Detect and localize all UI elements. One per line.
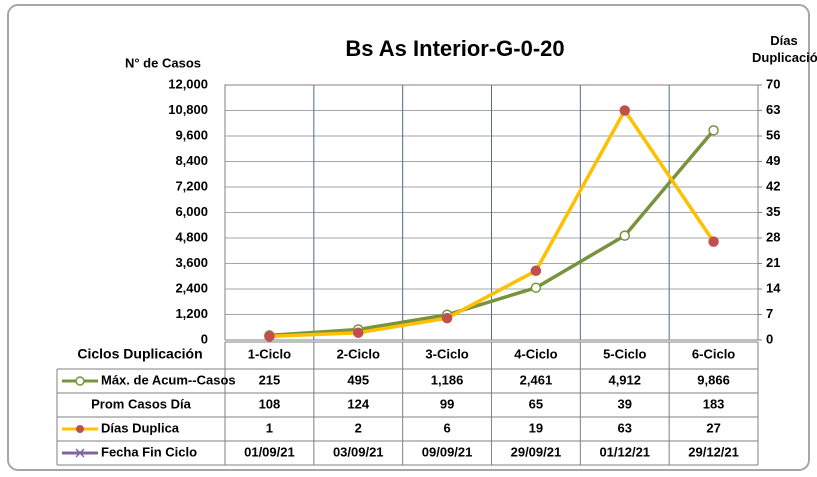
y-tick-label: 9,600: [175, 127, 208, 142]
table-cell: 09/09/21: [422, 444, 473, 459]
y-tick-label: 4,800: [175, 229, 208, 244]
y-tick-label: 6,000: [175, 204, 208, 219]
x-tick-label: 6-Ciclo: [692, 346, 735, 361]
legend-marker: [75, 448, 85, 458]
table-cell: 29/09/21: [511, 444, 562, 459]
table-cell: 01/09/21: [244, 444, 295, 459]
table-cell: 03/09/21: [333, 444, 384, 459]
plot-border: [224, 84, 759, 341]
legend-marker: [76, 425, 84, 433]
data-point: [530, 265, 542, 277]
legend-label: Máx. de Acum--Casos: [101, 372, 236, 387]
y2-tick-label: 14: [766, 280, 781, 295]
data-point: [353, 327, 364, 338]
data-point: [441, 312, 453, 324]
series-line: [269, 107, 716, 339]
y-tick-label: 8,400: [175, 153, 208, 168]
table-cell: 29/12/21: [688, 444, 739, 459]
x-tick-label: 3-Ciclo: [425, 346, 468, 361]
table-cell: 9,866: [697, 372, 730, 387]
y-tick-label: 7,200: [175, 178, 208, 193]
data-point: [708, 236, 719, 247]
y2-tick-label: 56: [766, 127, 780, 142]
table-cell: 183: [703, 396, 725, 411]
y2-tick-label: 63: [766, 102, 780, 117]
data-point: [619, 105, 630, 116]
y2-tick-label: 49: [766, 153, 780, 168]
y-tick-label: 2,400: [175, 280, 208, 295]
series-line: [269, 129, 715, 338]
table-cell: 215: [259, 372, 281, 387]
y-tick-label: 1,200: [175, 306, 208, 321]
table-cell: 27: [706, 420, 720, 435]
x-tick-label: 2-Ciclo: [337, 346, 380, 361]
table-label: Ciclos Duplicación: [77, 346, 202, 362]
x-tick-label: 5-Ciclo: [603, 346, 646, 361]
y-tick-label: 0: [201, 331, 208, 346]
table-cell: 19: [529, 420, 543, 435]
y2-tick-label: 21: [766, 255, 780, 270]
data-point: [708, 125, 719, 136]
data-point: [264, 331, 275, 342]
y2-tick-label: 70: [766, 76, 780, 91]
y-axis-label: N° de Casos: [125, 55, 201, 70]
table-cell: 2: [355, 420, 362, 435]
table-cell: 108: [259, 396, 281, 411]
data-point: [530, 282, 542, 293]
table-cell: 495: [347, 372, 369, 387]
data-point: [619, 230, 630, 241]
legend-label: Fecha Fin Ciclo: [101, 444, 197, 459]
y2-tick-label: 0: [766, 331, 773, 346]
y2-tick-label: 7: [766, 306, 773, 321]
table-cell: 6: [443, 420, 450, 435]
y2-tick-label: 35: [766, 204, 780, 219]
y2-tick-label: 28: [766, 229, 780, 244]
y2-tick-label: 42: [766, 178, 780, 193]
table-cell: 1,186: [431, 372, 464, 387]
y-tick-label: 10,800: [168, 102, 208, 117]
table-cell: 65: [529, 396, 543, 411]
row-label: Prom Casos Día: [91, 396, 191, 411]
x-tick-label: 1-Ciclo: [248, 346, 291, 361]
chart-title: Bs As Interior-G-0-20: [345, 36, 564, 61]
table-cell: 2,461: [520, 372, 553, 387]
table-cell: 01/12/21: [599, 444, 650, 459]
legend-label: Días Duplica: [101, 420, 180, 435]
table-cell: 39: [618, 396, 632, 411]
table-cell: 1: [266, 420, 273, 435]
y2-axis-label: Días Duplicación: [752, 33, 817, 65]
table-cell: 99: [440, 396, 454, 411]
y-tick-label: 12,000: [168, 76, 208, 91]
table-cell: 4,912: [608, 372, 641, 387]
legend-marker: [75, 376, 85, 386]
y-tick-label: 3,600: [175, 255, 208, 270]
x-tick-label: 4-Ciclo: [514, 346, 557, 361]
table-cell: 63: [618, 420, 632, 435]
table-cell: 124: [347, 396, 369, 411]
